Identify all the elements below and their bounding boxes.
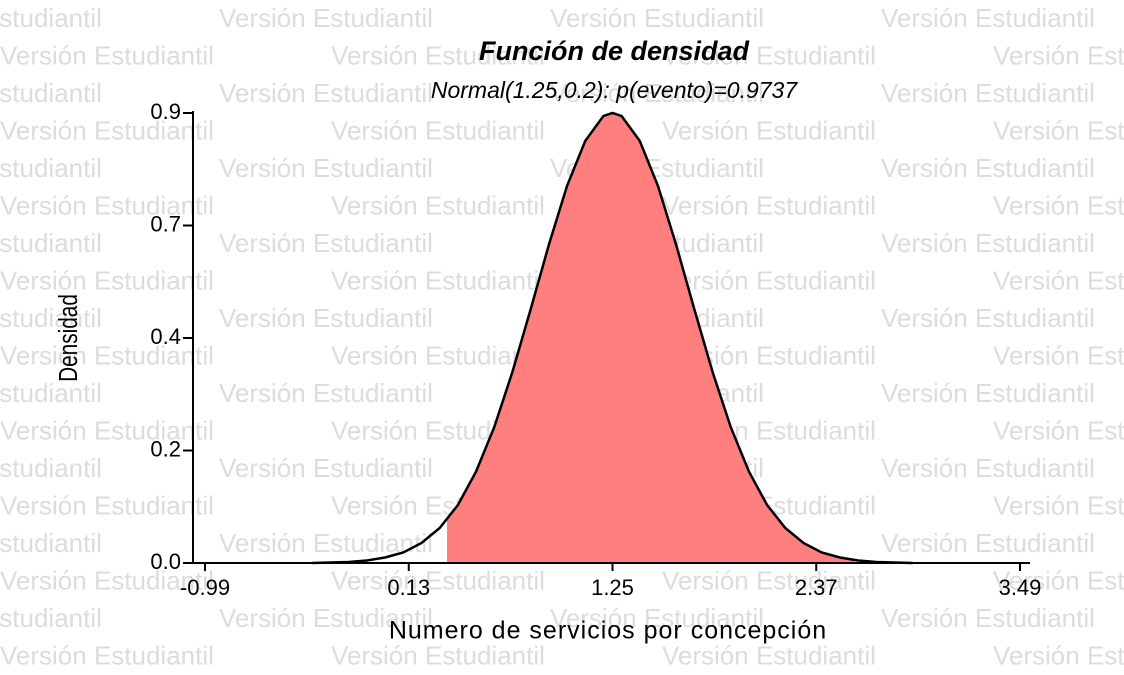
watermark: Versión Estudiantil	[219, 378, 433, 408]
watermark: Versión Estudiantil	[0, 528, 102, 558]
watermark: Versión Estudiantil	[0, 228, 102, 258]
watermark: Versión Estudiantil	[662, 40, 876, 70]
watermark: Versión Estudiantil	[0, 415, 214, 445]
y-tick-label: 0.4	[150, 324, 181, 349]
watermark: Versión Estudiantil	[881, 528, 1095, 558]
watermark: Versión Estudiantil	[0, 340, 214, 370]
y-tick-label: 0.0	[150, 549, 181, 574]
watermark: Versión Estudiantil	[331, 565, 545, 595]
watermark: Versión Estudiantil	[993, 190, 1124, 220]
watermark: Versión Estudiantil	[881, 378, 1095, 408]
watermark: Versión Estudiantil	[993, 565, 1124, 595]
watermark: Versión Estudiantil	[331, 115, 545, 145]
shaded-area	[446, 113, 855, 563]
y-tick-label: 0.9	[150, 99, 181, 124]
density-line	[312, 111, 913, 565]
watermark: Versión Estudiantil	[331, 40, 545, 70]
watermark: Versión Estudiantil	[331, 265, 545, 295]
watermark: Versión Estudiantil	[881, 78, 1095, 108]
watermark: Versión Estudiantil	[219, 3, 433, 33]
watermark: Versión Estudiantil	[219, 78, 433, 108]
y-tick-label: 0.7	[150, 211, 181, 236]
watermark: Versión Estudiantil	[0, 3, 102, 33]
watermark: Versión Estudiantil	[219, 603, 433, 633]
x-tick-label: -0.99	[180, 575, 230, 600]
y-axis-label: Densidad	[54, 294, 83, 382]
watermark: Versión Estudiantil	[0, 190, 214, 220]
watermark: Versión Estudiantil	[993, 265, 1124, 295]
x-axis-label: Numero de servicios por concepción	[389, 617, 827, 645]
watermark: Versión Estudiantil	[993, 415, 1124, 445]
watermark: Versión Estudiantil	[881, 3, 1095, 33]
watermark: Versión Estudiantil	[219, 303, 433, 333]
watermark: Versión Estudiantil	[662, 640, 876, 670]
watermark: Versión Estudiantil	[219, 228, 433, 258]
watermark: Versión Estudiantil	[881, 603, 1095, 633]
watermark: Versión Estudiantil	[0, 153, 102, 183]
x-tick-label: 2.37	[795, 575, 838, 600]
watermark: Versión Estudiantil	[0, 565, 214, 595]
watermark: Versión Estudiantil	[881, 153, 1095, 183]
watermark: Versión Estudiantil	[0, 265, 214, 295]
watermark: Versión Estudiantil	[662, 190, 876, 220]
watermark: Versión Estudiantil	[993, 640, 1124, 670]
watermark: Versión Estudiantil	[550, 3, 764, 33]
chart-subtitle: Normal(1.25,0.2): p(evento)=0.9737	[431, 77, 799, 103]
watermark: Versión Estudiantil	[881, 453, 1095, 483]
watermark: Versión Estudiantil	[0, 115, 214, 145]
watermark: Versión Estudiantil	[0, 453, 102, 483]
watermark: Versión Estudiantil	[0, 640, 214, 670]
x-tick-label: 1.25	[591, 575, 634, 600]
watermark: Versión Estudiantil	[0, 78, 102, 108]
y-tick-label: 0.2	[150, 436, 181, 461]
watermark: Versión Estudiantil	[993, 40, 1124, 70]
watermark: Versión Estudiantil	[993, 340, 1124, 370]
watermark: Versión Estudiantil	[993, 490, 1124, 520]
plot: 0.0 0.2 0.4 0.7 0.9 -0.99 0.13 1.25 2.37 3.49	[150, 99, 1041, 600]
watermark: Versión Estudiantil	[0, 378, 102, 408]
watermark: Versión Estudiantil	[662, 115, 876, 145]
watermark: Versión Estudiantil	[331, 340, 545, 370]
watermark: Versión Estudiantil	[331, 640, 545, 670]
watermark: Versión Estudiantil	[331, 190, 545, 220]
watermark: Versión Estudiantil	[993, 115, 1124, 145]
chart-title: Función de densidad	[479, 36, 750, 66]
watermark: Versión Estudiantil	[0, 603, 102, 633]
watermark: Versión Estudiantil	[0, 40, 214, 70]
x-tick-label: 3.49	[999, 575, 1042, 600]
watermark: Versión Estudiantil	[0, 490, 214, 520]
watermark: Versión Estudiantil	[881, 228, 1095, 258]
watermark: Versión Estudiantil	[550, 78, 764, 108]
x-tick-label: 0.13	[387, 575, 430, 600]
watermark: Versión Estudiantil	[881, 303, 1095, 333]
watermark: Versión Estudiantil	[219, 453, 433, 483]
watermark: Versión Estudiantil	[0, 303, 102, 333]
watermark: Versión Estudiantil	[662, 565, 876, 595]
watermark: Versión Estudiantil	[550, 603, 764, 633]
watermark: Versión Estudiantil	[662, 265, 876, 295]
watermark: Versión Estudiantil	[219, 153, 433, 183]
